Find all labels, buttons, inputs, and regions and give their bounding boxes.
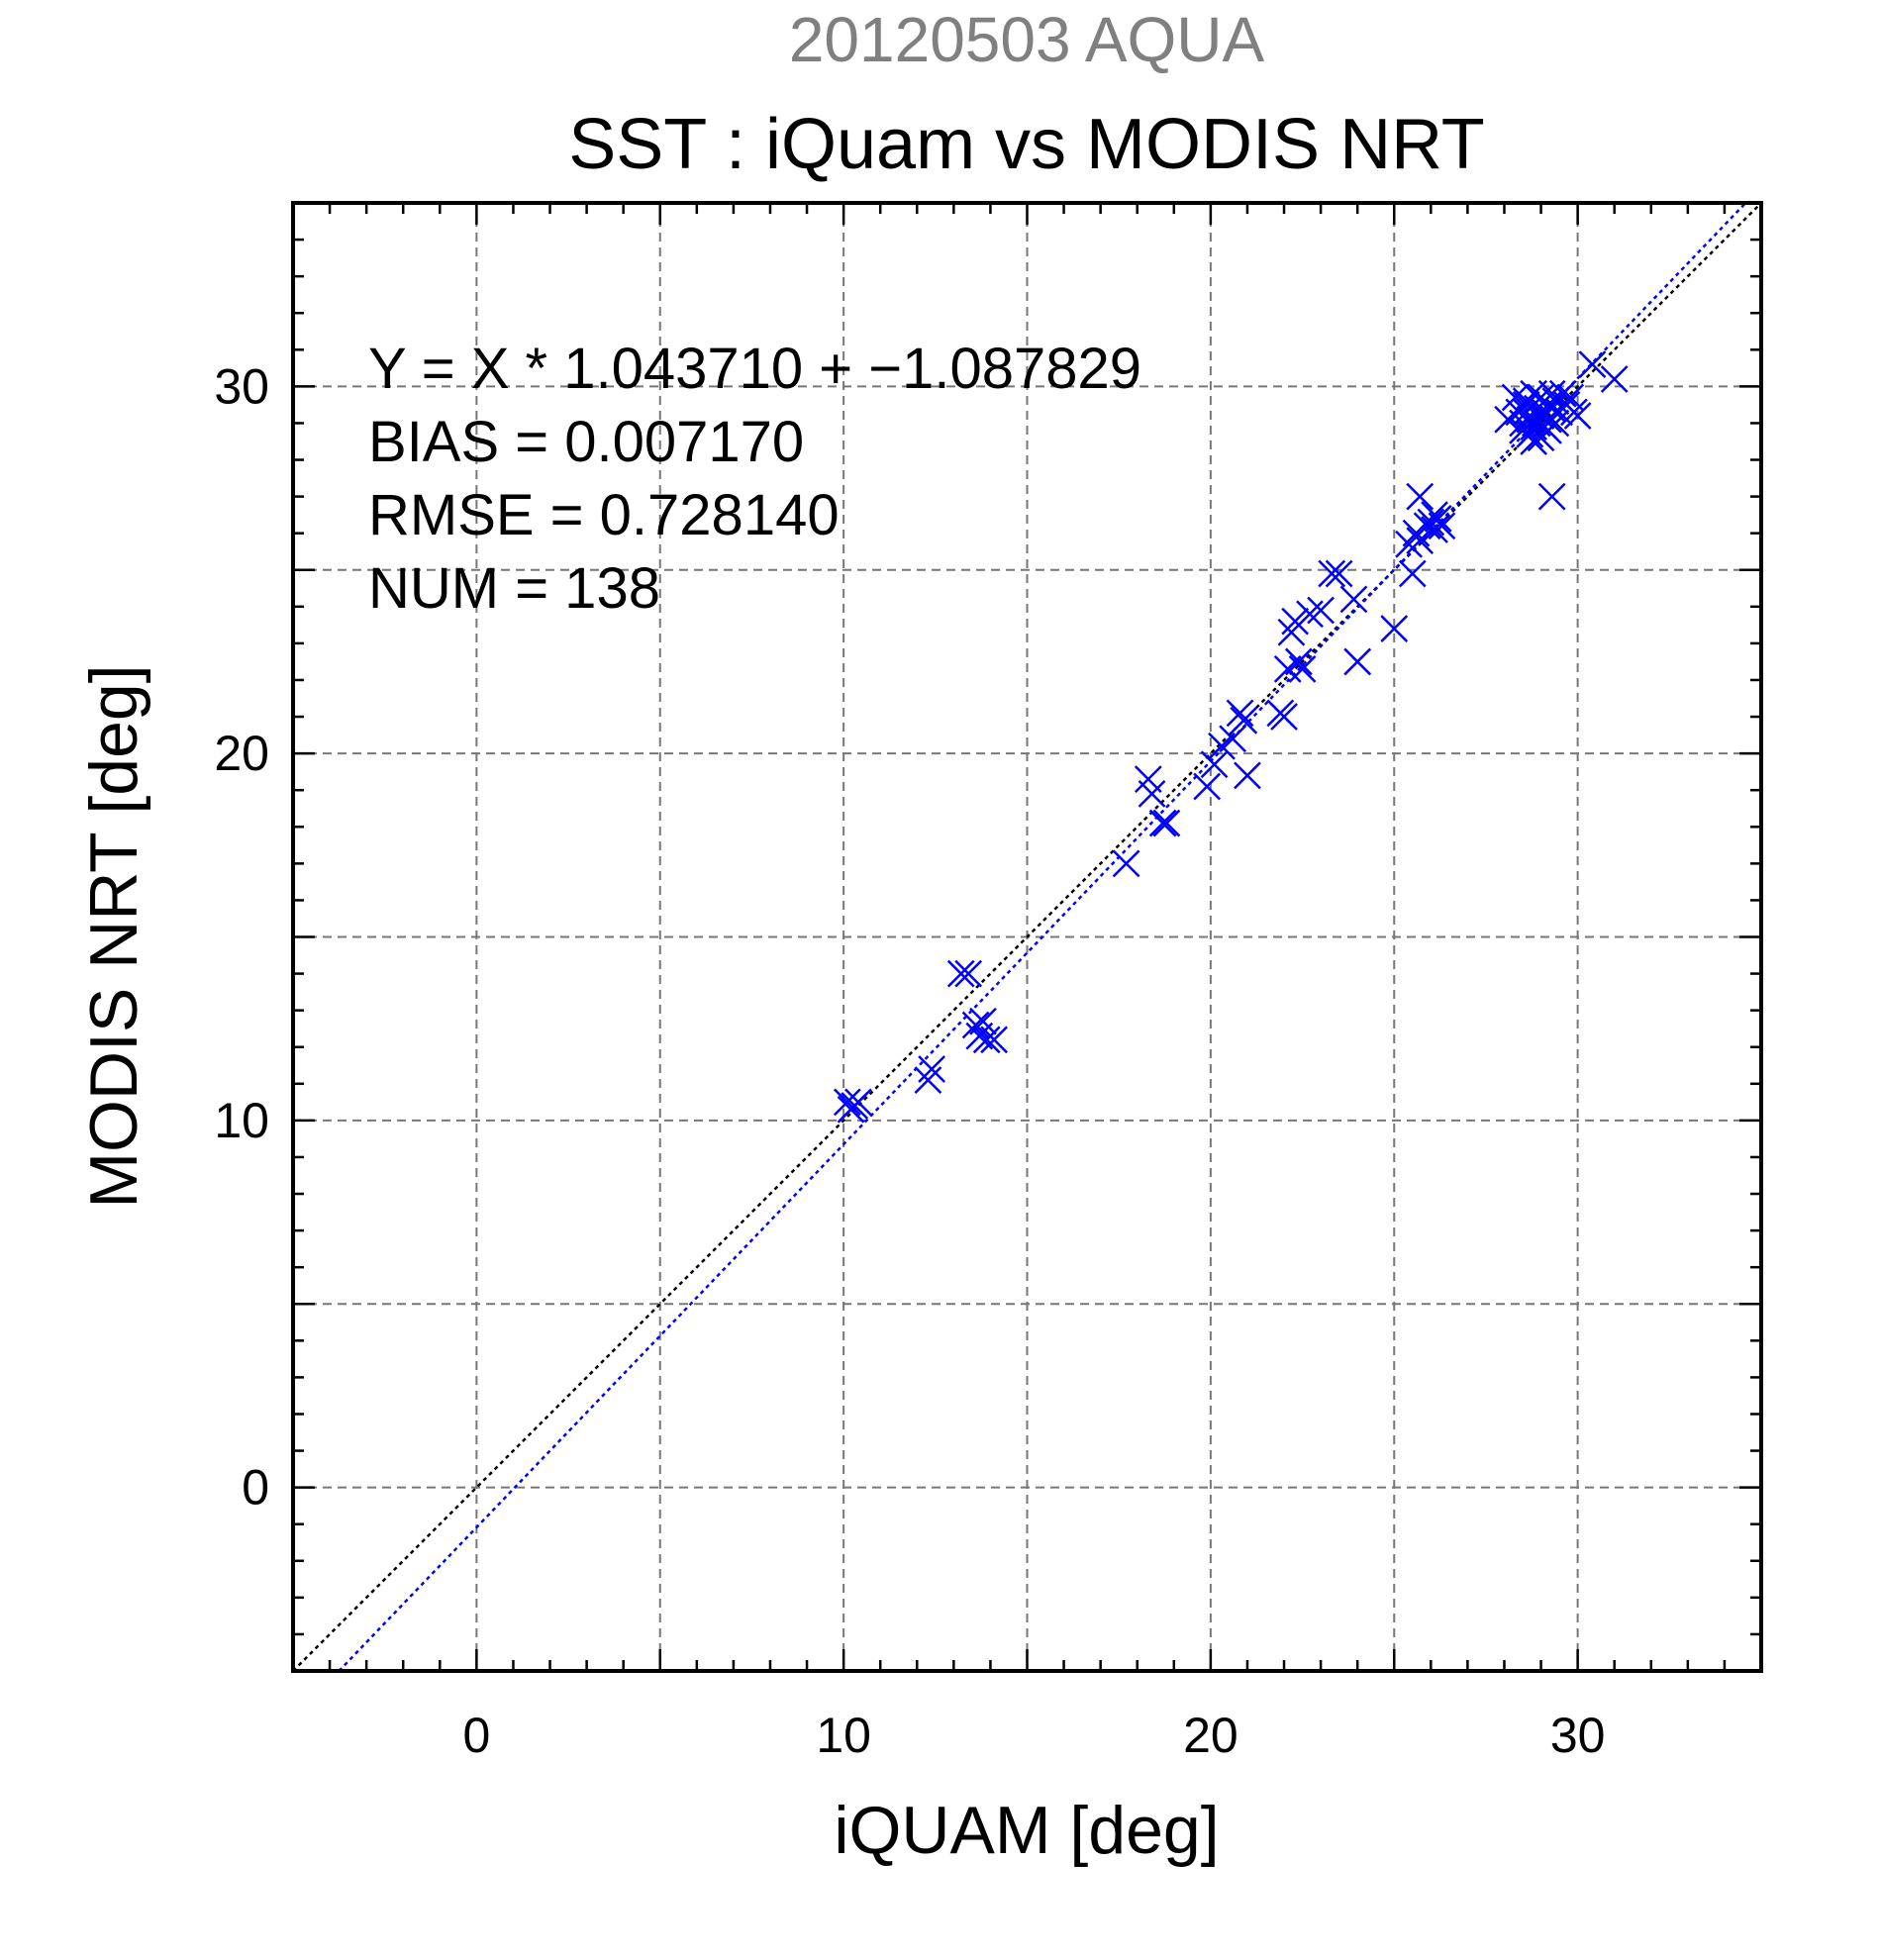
y-tick-label: 20 <box>214 726 269 781</box>
statistics-box: Y = X * 1.043710 + −1.087829 BIAS = 0.00… <box>368 337 1141 621</box>
data-point-marker <box>914 1066 942 1094</box>
data-point-marker <box>1578 350 1607 379</box>
data-point-marker <box>1219 725 1247 753</box>
data-point-marker <box>980 1026 1009 1054</box>
data-point-marker <box>954 959 983 988</box>
fit-line <box>338 202 1747 1672</box>
data-point-marker <box>1288 654 1317 683</box>
bias-value: BIAS = 0.007170 <box>368 410 804 474</box>
data-point-marker <box>1307 596 1335 625</box>
data-point-marker <box>1296 600 1324 629</box>
data-point-marker <box>1234 761 1261 790</box>
data-point-marker <box>961 1011 990 1039</box>
data-point-marker <box>1112 849 1140 878</box>
regression-equation: Y = X * 1.043710 + −1.087829 <box>368 337 1141 401</box>
data-point-marker <box>1230 706 1258 735</box>
y-tick-labels: 0 10 20 30 <box>214 358 269 1515</box>
reference-line <box>292 202 1762 1672</box>
data-point-marker <box>1380 615 1409 642</box>
data-point-marker <box>1193 772 1222 801</box>
data-point-marker <box>1421 516 1448 543</box>
data-point-marker <box>844 1088 872 1117</box>
data-point-marker <box>1339 585 1368 614</box>
chart-supertitle: 20120503 AQUA <box>789 4 1265 75</box>
data-point-marker <box>946 959 975 988</box>
reference-line-1to1 <box>292 202 1762 1672</box>
data-point-marker <box>972 1026 1001 1054</box>
data-point-marker <box>1148 809 1177 837</box>
data-point-marker <box>1138 780 1166 808</box>
data-point-marker <box>1325 559 1353 588</box>
data-point-marker <box>1226 699 1254 728</box>
y-tick-label: 30 <box>214 358 269 414</box>
data-point-marker <box>918 1055 945 1083</box>
data-point-marker <box>833 1088 861 1117</box>
data-point-marker <box>1520 428 1548 455</box>
data-point-marker <box>1537 482 1566 511</box>
data-point-marker <box>1406 482 1435 511</box>
data-point-marker <box>1343 647 1372 676</box>
data-point-marker <box>1152 809 1181 837</box>
x-tick-label: 10 <box>816 1708 871 1763</box>
x-tick-label: 20 <box>1183 1708 1238 1763</box>
data-point-marker <box>1527 402 1555 430</box>
y-tick-label: 0 <box>242 1460 269 1516</box>
x-tick-label: 30 <box>1550 1708 1606 1763</box>
data-point-marker <box>1200 750 1229 779</box>
data-point-marker <box>1270 703 1298 731</box>
data-point-marker <box>1600 365 1629 393</box>
data-point-marker <box>1548 379 1577 408</box>
data-point-marker <box>1563 402 1592 430</box>
data-point-marker <box>1417 508 1445 537</box>
data-point-marker <box>1421 501 1448 530</box>
data-point-marker <box>1318 559 1346 588</box>
plot-frame <box>291 201 1763 1673</box>
data-point-marker <box>1281 607 1310 636</box>
rmse-value: RMSE = 0.728140 <box>368 483 840 547</box>
y-tick-label: 10 <box>214 1093 269 1148</box>
data-point-marker <box>1541 409 1570 438</box>
grid-lines <box>293 203 1761 1671</box>
regression-fit-line <box>338 202 1747 1672</box>
data-point-marker <box>1284 647 1313 676</box>
data-point-marker <box>1406 527 1435 554</box>
data-point-marker <box>1512 391 1540 419</box>
data-points <box>833 350 1629 1124</box>
x-axis-label: iQUAM [deg] <box>834 1793 1219 1868</box>
x-tick-label: 0 <box>462 1708 490 1763</box>
y-axis-label: MODIS NRT [deg] <box>76 664 151 1208</box>
chart-title: SST : iQuam vs MODIS NRT <box>568 105 1485 184</box>
num-value: NUM = 138 <box>368 556 660 621</box>
data-point-marker <box>1537 379 1566 408</box>
data-point-marker <box>1398 559 1427 588</box>
x-tick-labels: 0 10 20 30 <box>462 1708 1605 1763</box>
